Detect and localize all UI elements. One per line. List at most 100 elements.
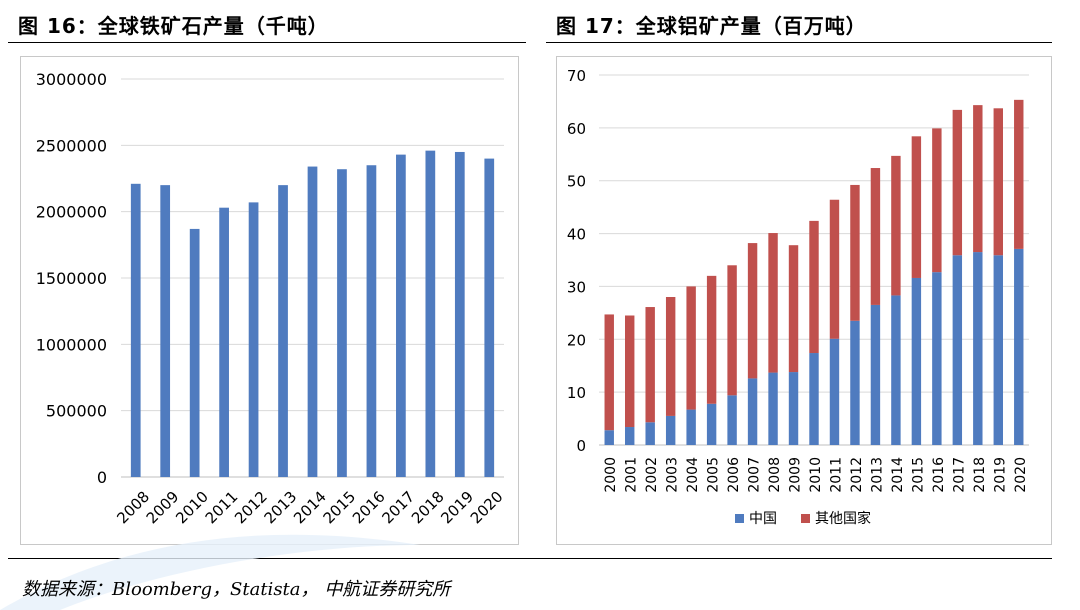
bar-other-countries [706,275,717,404]
bar-china [686,409,696,445]
y-tick-label: 2000000 [36,203,107,222]
y-tick-label: 3000000 [36,70,107,89]
bar-other-countries [993,108,1003,256]
bar-other-countries [973,105,983,253]
bar-china [850,320,860,445]
aluminum-chart-panel: 0 10 20 30 40 50 60 70 2000 2001 2002 2003 2004 2005 2… [556,56,1052,545]
iron-ore-chart: 0 500000 1000000 1500000 2000000 2500000 30000… [36,70,507,528]
x-tick-label: 2014 [890,457,906,493]
x-tick-label: 2016 [349,488,389,528]
bar-other-countries [911,136,922,278]
bar-china [645,422,655,445]
x-tick-label: 2013 [261,488,301,528]
x-tick-label: 2006 [726,457,742,493]
y-tick-label: 0 [97,468,107,487]
bar-other-countries [788,245,799,373]
bar-other-countries [952,109,963,256]
y-tick-label: 50 [567,173,586,191]
bar-other-countries [665,297,676,416]
x-tick-label: 2009 [788,457,804,493]
x-tick-label: 2010 [808,457,824,493]
x-tick-label: 2017 [378,488,418,528]
y-tick-label: 1000000 [36,335,107,354]
bar-china [625,427,635,445]
bar-other-countries [604,314,614,431]
legend-label-other: 其他国家 [815,510,871,527]
y-tick-label: 60 [567,120,586,138]
x-tick-label: 2015 [910,457,926,493]
title-rule-left [8,42,526,43]
y-tick-label: 500000 [46,402,107,421]
x-tick-label: 2014 [290,488,330,528]
bar [130,183,141,477]
x-tick-label: 2003 [665,457,681,493]
x-tick-label: 2005 [706,457,722,493]
bar-other-countries [932,128,942,273]
bar-china [891,295,901,445]
iron-ore-chart-panel: 0 500000 1000000 1500000 2000000 2500000 30000… [20,56,519,545]
x-tick-label: 2012 [231,488,271,528]
bar-china [809,353,819,445]
bar-china [911,277,922,445]
bar-china [952,255,963,445]
left-chart-title: 图 16：全球铁矿石产量（千吨） [18,14,329,38]
bar [219,207,229,478]
x-tick-label: 2016 [931,457,947,493]
x-tick-label: 2007 [747,457,763,493]
right-chart-title: 图 17：全球铝矿产量（百万吨） [556,14,867,38]
x-tick-label: 2008 [113,488,153,528]
bar-china [1014,248,1024,445]
bar-china [788,372,799,445]
x-tick-label: 2004 [685,457,701,493]
bar [189,228,200,477]
x-tick-label: 2020 [467,488,507,528]
x-tick-label: 2017 [951,457,967,493]
x-tick-label: 2012 [849,457,865,493]
x-tick-label: 2008 [767,457,783,493]
y-tick-label: 0 [576,437,586,455]
bar [160,185,171,477]
x-tick-label: 2019 [992,457,1008,493]
bar [425,150,436,477]
y-tick-label: 2500000 [36,136,107,155]
bar-other-countries [850,184,860,321]
bar-other-countries [768,233,778,373]
bar [278,185,288,477]
bar-china [993,255,1003,445]
bar [248,202,259,477]
bar [337,169,347,478]
legend-swatch-other [801,514,810,523]
bar-other-countries [1014,99,1024,249]
bar-other-countries [625,315,635,428]
bar-other-countries [686,286,696,410]
bar [307,166,318,477]
bar-other-countries [809,220,819,354]
bar-china [665,415,676,445]
bar-china [870,304,881,445]
bar-china [747,378,758,445]
x-tick-label: 2011 [202,488,242,528]
data-source-note: 数据来源：Bloomberg，Statista， 中航证券研究所 [22,579,451,600]
bar-other-countries [747,243,758,379]
bar-other-countries [891,155,901,296]
bar [366,165,377,477]
x-tick-label: 2018 [972,457,988,493]
x-tick-label: 2009 [143,488,183,528]
legend-label-china: 中国 [749,511,777,527]
bar-other-countries [829,199,840,339]
bar [454,151,465,477]
bar [484,158,495,477]
y-tick-label: 40 [567,226,586,244]
bar-china [727,395,737,445]
x-tick-label: 2011 [828,457,844,493]
bar-china [829,338,840,445]
footer-rule [8,558,1052,559]
x-tick-label: 2013 [869,457,885,493]
bar-other-countries [870,168,881,305]
legend-swatch-china [735,514,744,523]
bar-china [932,272,942,445]
x-tick-label: 2010 [172,488,212,528]
x-tick-label: 2018 [408,488,448,528]
y-tick-label: 30 [567,278,586,296]
